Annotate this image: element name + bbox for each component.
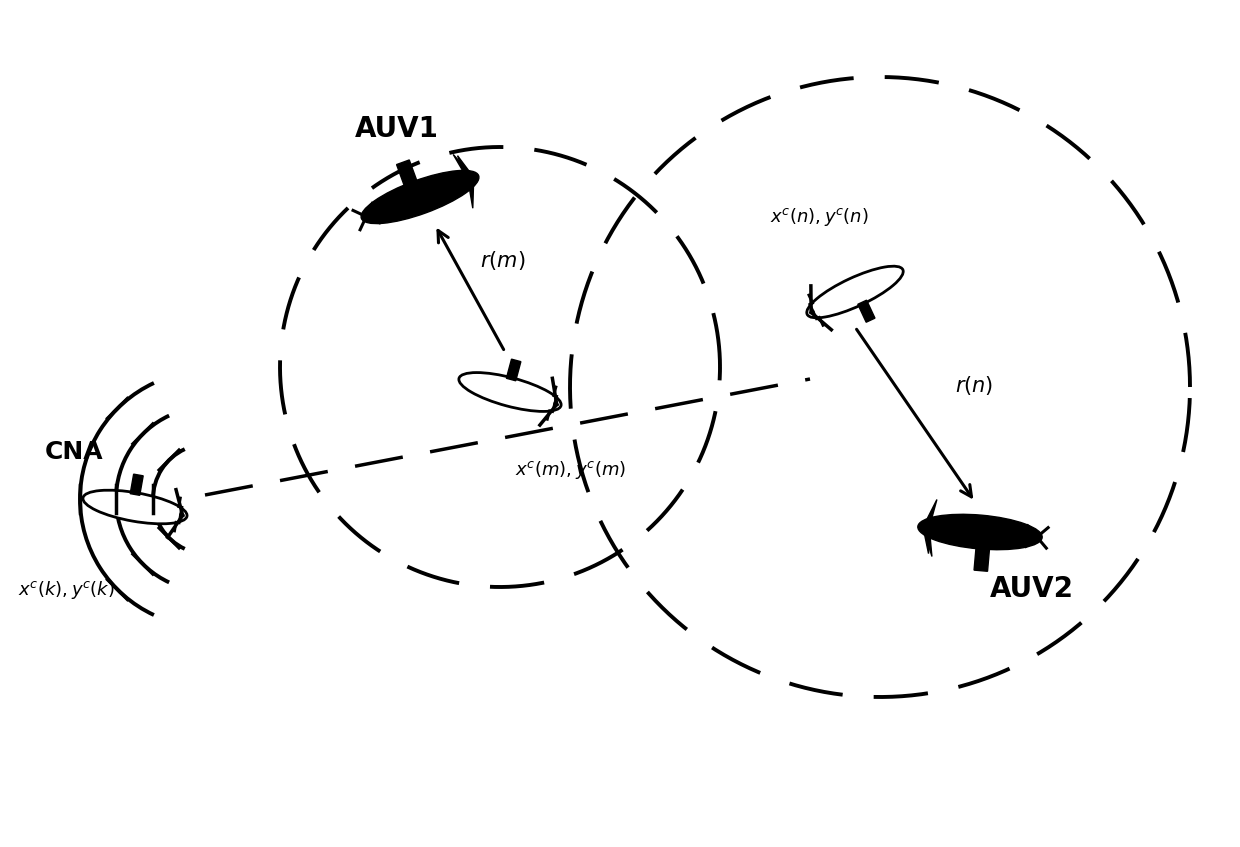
Text: $x^c(m),y^c(m)$: $x^c(m),y^c(m)$ xyxy=(515,459,626,481)
Polygon shape xyxy=(923,527,930,554)
Polygon shape xyxy=(923,500,937,528)
Text: $x^c(n),y^c(n)$: $x^c(n),y^c(n)$ xyxy=(770,206,869,228)
Polygon shape xyxy=(458,156,474,180)
Ellipse shape xyxy=(361,170,479,224)
Text: AUV1: AUV1 xyxy=(355,115,439,143)
Ellipse shape xyxy=(807,266,903,318)
Polygon shape xyxy=(453,154,474,180)
Ellipse shape xyxy=(459,373,562,412)
Text: AUV2: AUV2 xyxy=(990,575,1074,603)
Polygon shape xyxy=(975,545,990,571)
Text: $r(m)$: $r(m)$ xyxy=(480,249,526,272)
Polygon shape xyxy=(467,177,474,208)
Ellipse shape xyxy=(918,514,1042,550)
Polygon shape xyxy=(923,527,932,556)
Polygon shape xyxy=(130,474,143,495)
Polygon shape xyxy=(858,300,875,322)
Text: $x^c(k),y^c(k)$: $x^c(k),y^c(k)$ xyxy=(19,579,115,601)
Text: CNA: CNA xyxy=(45,440,104,464)
Text: $r(n)$: $r(n)$ xyxy=(955,374,993,397)
Ellipse shape xyxy=(83,490,187,523)
Polygon shape xyxy=(397,160,418,188)
Polygon shape xyxy=(506,359,521,381)
